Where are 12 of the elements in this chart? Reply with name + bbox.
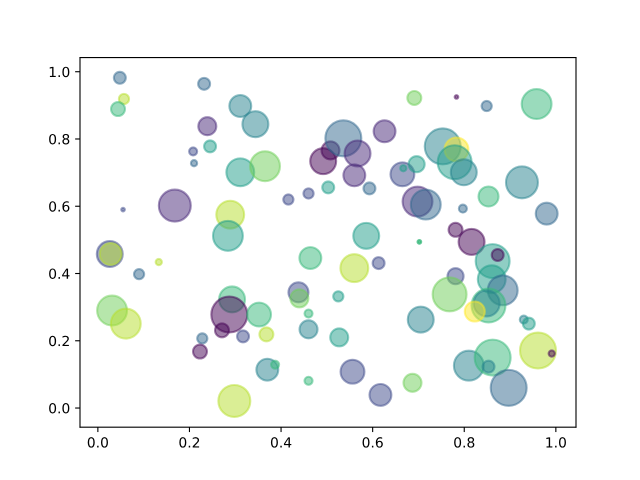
x-tick-label: 0.2 xyxy=(179,437,200,448)
x-tick-label: 0.4 xyxy=(270,437,292,448)
y-tick-label: 0.4 xyxy=(49,268,70,279)
y-tick-label: 0.0 xyxy=(49,403,70,414)
x-tick-label: 1.0 xyxy=(546,437,566,448)
y-tick-label: 1.0 xyxy=(50,66,70,78)
x-tick-label: 0.8 xyxy=(454,437,474,448)
x-tick-label: 0.0 xyxy=(88,437,108,448)
y-tick-label: 0.2 xyxy=(49,336,69,346)
y-tick-label: 0.6 xyxy=(49,201,70,212)
y-tick-label: 0.8 xyxy=(49,134,70,144)
x-tick-label: 0.6 xyxy=(362,437,383,448)
